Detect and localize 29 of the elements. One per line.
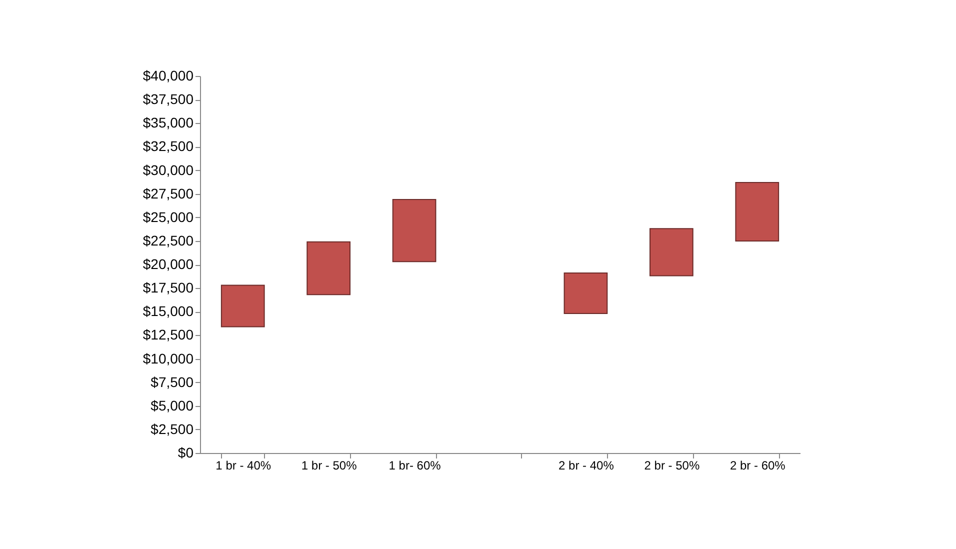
y-tick-label: $40,000 <box>142 68 194 84</box>
y-tick-label: $25,000 <box>142 208 194 225</box>
y-tick-label: $17,500 <box>142 280 194 296</box>
bar <box>220 284 265 328</box>
y-tick-label: $2,500 <box>150 420 194 437</box>
y-tick-label: $30,000 <box>142 162 194 178</box>
y-tick-label: $0 <box>178 444 194 460</box>
x-tick-label: 1 br- 60% <box>388 458 442 472</box>
x-tick-label: 2 br - 60% <box>730 458 786 472</box>
x-tick-label: 1 br - 40% <box>216 458 272 472</box>
bar <box>650 228 694 276</box>
bar <box>392 198 436 262</box>
y-tick-label: $35,000 <box>142 114 194 131</box>
y-tick-label: $22,500 <box>142 232 194 248</box>
y-tick-label: $37,500 <box>142 91 194 108</box>
y-tick-label: $27,500 <box>142 185 194 202</box>
x-tick-label: 2 br - 40% <box>558 458 614 472</box>
bar <box>306 241 350 296</box>
y-tick-label: $5,000 <box>150 397 194 414</box>
bar <box>564 272 608 314</box>
y-tick-label: $32,500 <box>142 138 194 154</box>
y-tick-label: $7,500 <box>150 374 194 390</box>
bar <box>735 182 780 242</box>
y-tick-label: $20,000 <box>142 256 194 272</box>
y-tick-label: $10,000 <box>142 350 194 366</box>
x-tick-label: 1 br - 50% <box>301 458 358 472</box>
y-tick-label: $12,500 <box>142 326 194 343</box>
y-tick-label: $15,000 <box>142 303 194 320</box>
x-tick-label: 2 br - 50% <box>644 458 700 472</box>
